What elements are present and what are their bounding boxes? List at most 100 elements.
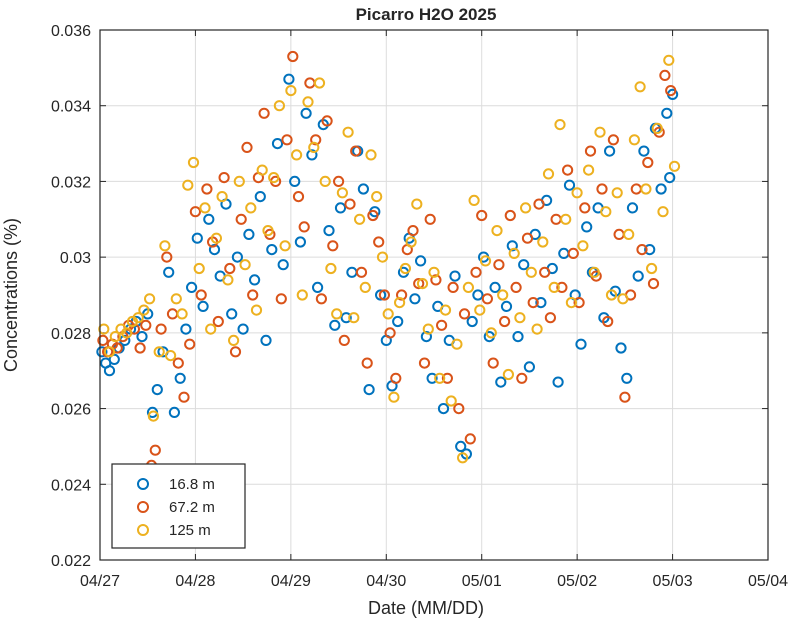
y-tick-label: 0.024 xyxy=(51,477,91,494)
data-point xyxy=(235,213,247,225)
data-point xyxy=(172,357,184,369)
legend-label-67-2m: 67.2 m xyxy=(169,499,215,516)
data-point xyxy=(355,266,368,278)
x-tick-label: 05/03 xyxy=(653,573,693,590)
data-point xyxy=(552,376,564,388)
data-point xyxy=(457,452,469,464)
data-point xyxy=(584,145,597,157)
legend-marker-67-2m xyxy=(137,501,149,513)
data-point xyxy=(273,100,285,112)
data-point xyxy=(233,175,245,187)
data-point xyxy=(373,236,385,248)
data-point xyxy=(168,406,180,418)
data-point xyxy=(659,69,671,82)
data-point xyxy=(533,198,545,210)
data-point xyxy=(560,213,572,225)
data-point xyxy=(668,160,681,172)
data-point xyxy=(619,391,631,403)
data-point xyxy=(247,289,259,301)
data-point xyxy=(344,198,356,210)
data-point xyxy=(134,342,146,354)
data-point xyxy=(508,247,520,259)
x-tick-labels: 04/27 04/28 04/29 04/30 05/01 05/02 05/03 05/04 xyxy=(80,573,788,590)
data-point xyxy=(451,338,463,350)
data-point xyxy=(378,289,390,301)
data-point xyxy=(458,308,471,320)
data-point xyxy=(626,202,639,214)
data-point xyxy=(155,323,167,335)
data-point xyxy=(628,134,641,146)
data-point xyxy=(333,175,345,187)
data-point xyxy=(321,115,333,127)
data-point xyxy=(231,251,243,263)
data-point xyxy=(470,266,482,278)
data-point xyxy=(256,164,268,176)
legend-label-16-8m: 16.8 m xyxy=(169,476,215,493)
data-point xyxy=(520,202,532,214)
data-point xyxy=(474,304,486,316)
data-point xyxy=(289,175,301,187)
data-point xyxy=(367,209,379,222)
data-point xyxy=(325,262,337,275)
data-point xyxy=(661,107,673,119)
data-point xyxy=(611,187,623,199)
data-point xyxy=(424,213,436,225)
data-point xyxy=(176,308,188,320)
data-point xyxy=(436,319,448,331)
data-point xyxy=(151,384,163,396)
data-point xyxy=(497,289,509,301)
data-point xyxy=(516,372,528,384)
data-point xyxy=(315,293,327,305)
y-tick-label: 0.032 xyxy=(51,174,91,191)
data-point xyxy=(479,255,492,267)
data-point xyxy=(103,365,116,377)
data-point xyxy=(573,297,585,309)
data-point xyxy=(655,183,667,195)
data-point xyxy=(575,338,587,350)
y-axis-label: Concentrations (%) xyxy=(1,218,21,372)
data-point xyxy=(197,300,209,312)
data-point xyxy=(544,312,557,324)
data-point xyxy=(636,244,648,256)
data-point xyxy=(634,81,646,93)
data-point xyxy=(523,361,536,373)
data-point xyxy=(103,346,116,358)
data-point xyxy=(565,297,578,309)
x-tick-label: 04/30 xyxy=(366,573,406,590)
data-point xyxy=(212,315,224,328)
data-point xyxy=(623,228,635,240)
data-point xyxy=(249,274,261,286)
data-point xyxy=(405,236,417,248)
data-point xyxy=(491,225,503,237)
data-point xyxy=(359,281,371,293)
data-point xyxy=(336,187,348,199)
data-point xyxy=(201,183,213,195)
data-point xyxy=(384,327,396,339)
data-point xyxy=(413,278,425,290)
data-point xyxy=(506,240,518,252)
data-point xyxy=(277,259,289,271)
data-point xyxy=(144,293,156,305)
data-point xyxy=(554,119,566,131)
data-point xyxy=(266,244,278,256)
data-point xyxy=(271,138,284,150)
data-point xyxy=(132,312,144,324)
data-point xyxy=(563,179,576,191)
data-point xyxy=(447,281,459,293)
data-point xyxy=(348,312,360,324)
data-point xyxy=(109,331,121,343)
data-point xyxy=(539,266,551,278)
data-point xyxy=(279,240,291,252)
data-point xyxy=(342,126,354,138)
data-point xyxy=(434,372,446,384)
data-point xyxy=(422,323,434,335)
data-points xyxy=(96,50,681,471)
data-point xyxy=(254,191,266,203)
data-point xyxy=(268,172,280,184)
data-point xyxy=(239,259,251,271)
data-point xyxy=(481,293,493,305)
data-point xyxy=(338,334,350,346)
data-point xyxy=(186,281,198,293)
data-point xyxy=(588,266,600,278)
data-point xyxy=(97,334,109,346)
